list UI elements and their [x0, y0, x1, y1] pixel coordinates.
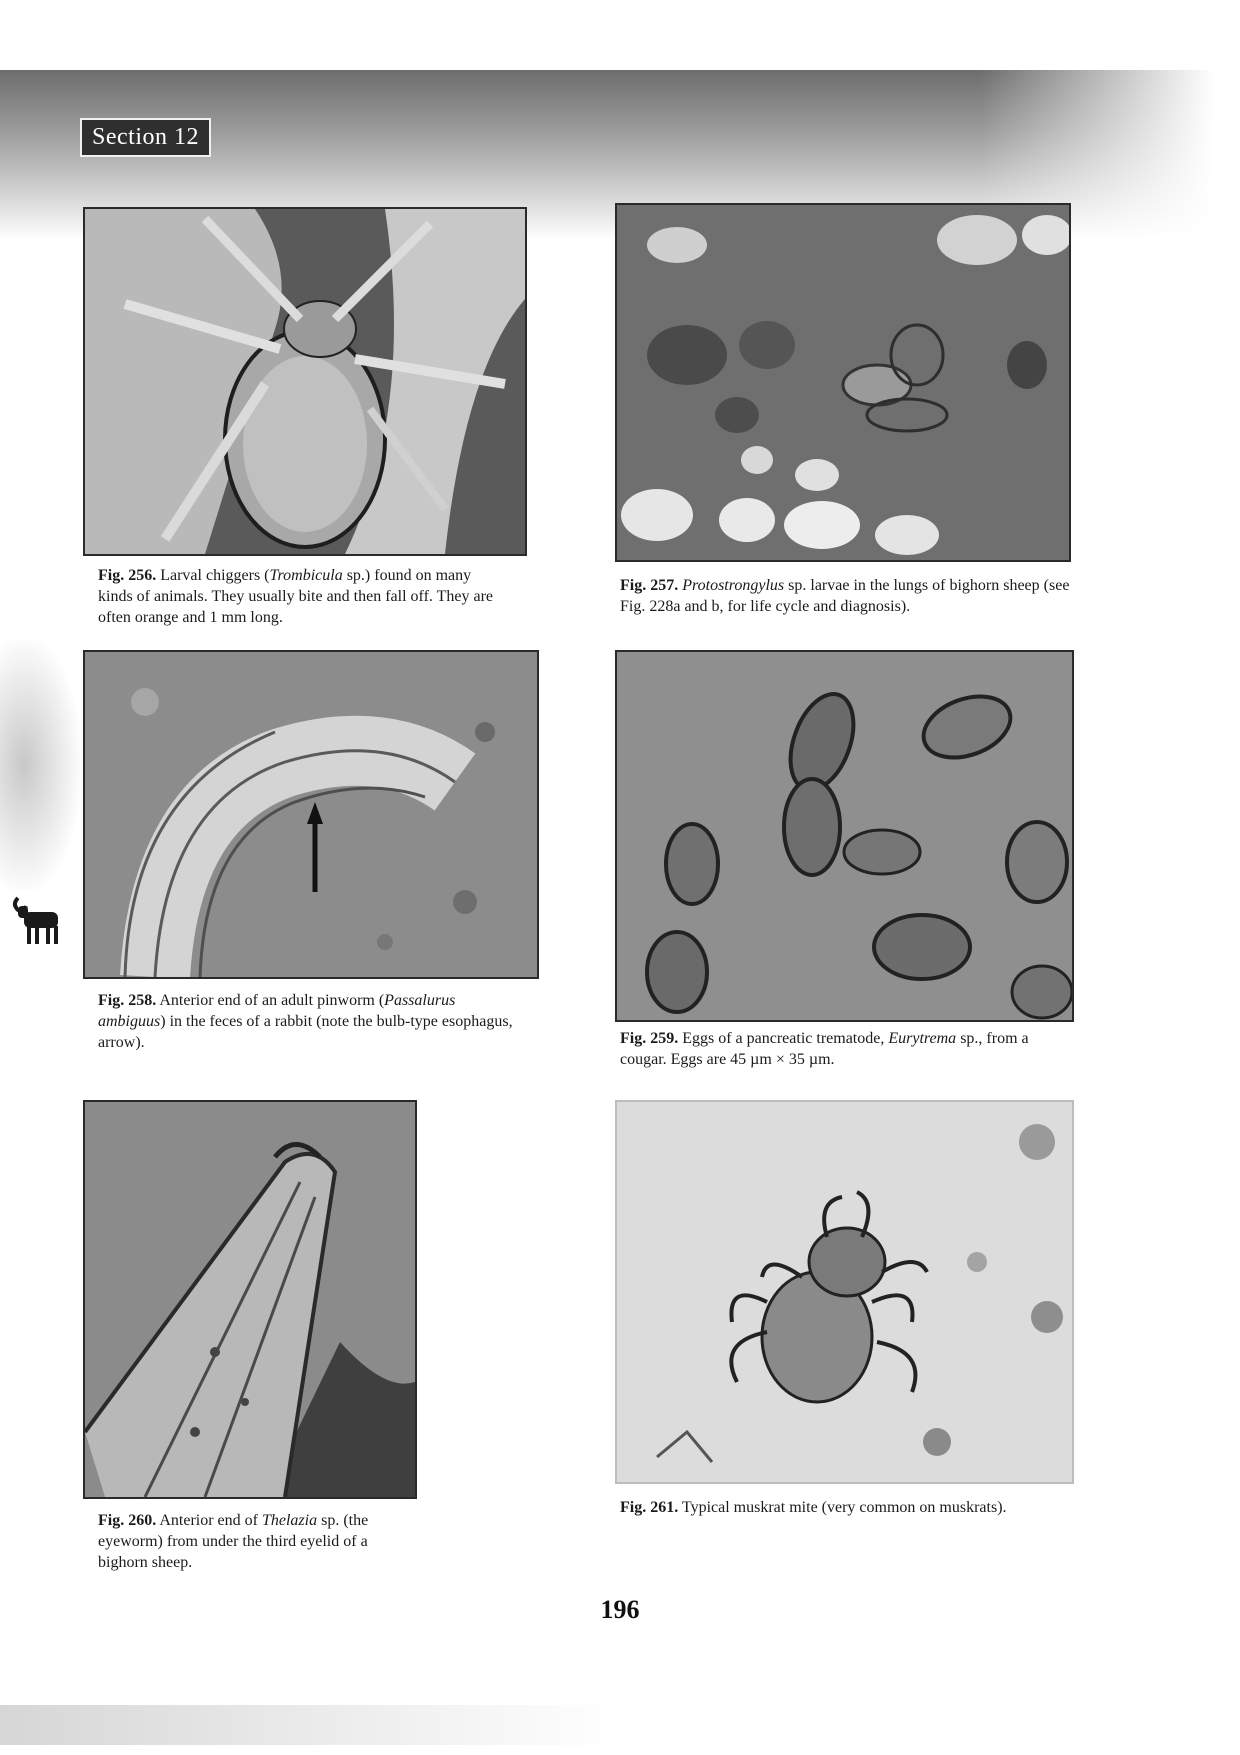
caption-fig-259: Fig. 259. Eggs of a pancreatic trematode… [620, 1028, 1075, 1070]
caption-text: Typical muskrat mite (very common on mus… [678, 1499, 1007, 1516]
caption-italic: Trombicula [269, 567, 343, 584]
caption-text: Anterior end of an adult pinworm ( [156, 992, 385, 1009]
bottom-shading [0, 1705, 620, 1745]
caption-fig-258: Fig. 258. Anterior end of an adult pinwo… [98, 990, 518, 1053]
caption-label: Fig. 258. [98, 992, 157, 1009]
photo-fig-261-muskrat-mite [615, 1100, 1074, 1484]
photo-fig-259-trematode-eggs [615, 650, 1074, 1022]
bighorn-sheep-icon [10, 890, 70, 950]
caption-italic: Thelazia [261, 1512, 318, 1529]
caption-label: Fig. 256. [98, 567, 157, 584]
caption-italic: Protostrongylus [682, 577, 785, 594]
caption-label: Fig. 261. [620, 1499, 679, 1516]
margin-shading [0, 640, 80, 890]
caption-fig-256: Fig. 256. Larval chiggers (Trombicula sp… [98, 565, 508, 628]
caption-italic: Eurytrema [888, 1030, 957, 1047]
photo-fig-260-eyeworm [83, 1100, 417, 1499]
section-label: Section 12 [80, 118, 211, 157]
photo-fig-256-chigger [83, 207, 527, 556]
caption-label: Fig. 260. [98, 1512, 157, 1529]
caption-text: Anterior end of [156, 1512, 262, 1529]
caption-label: Fig. 257. [620, 577, 679, 594]
caption-label: Fig. 259. [620, 1030, 679, 1047]
caption-fig-261: Fig. 261. Typical muskrat mite (very com… [620, 1497, 1060, 1518]
caption-fig-257: Fig. 257. Protostrongylus sp. larvae in … [620, 575, 1075, 617]
caption-text: sp. (the eyeworm) from under the third e… [98, 1512, 369, 1571]
caption-text: sp.) found on many kinds of animals. The… [98, 567, 494, 626]
photo-fig-257-lung-tissue [615, 203, 1071, 562]
caption-text: ) in the feces of a rabbit (note the bul… [98, 1013, 513, 1051]
caption-text: sp. larvae in the lungs of bighorn sheep… [620, 577, 1070, 615]
caption-italic: Passalurus ambiguus [98, 992, 456, 1030]
page-number: 196 [600, 1595, 640, 1624]
caption-text: sp., from a cougar. Eggs are 45 µm × 35 … [620, 1030, 1029, 1068]
photo-fig-258-pinworm [83, 650, 539, 979]
caption-text: Larval chiggers ( [156, 567, 270, 584]
caption-text: Eggs of a pancreatic trematode, [678, 1030, 889, 1047]
caption-fig-260: Fig. 260. Anterior end of Thelazia sp. (… [98, 1510, 418, 1573]
